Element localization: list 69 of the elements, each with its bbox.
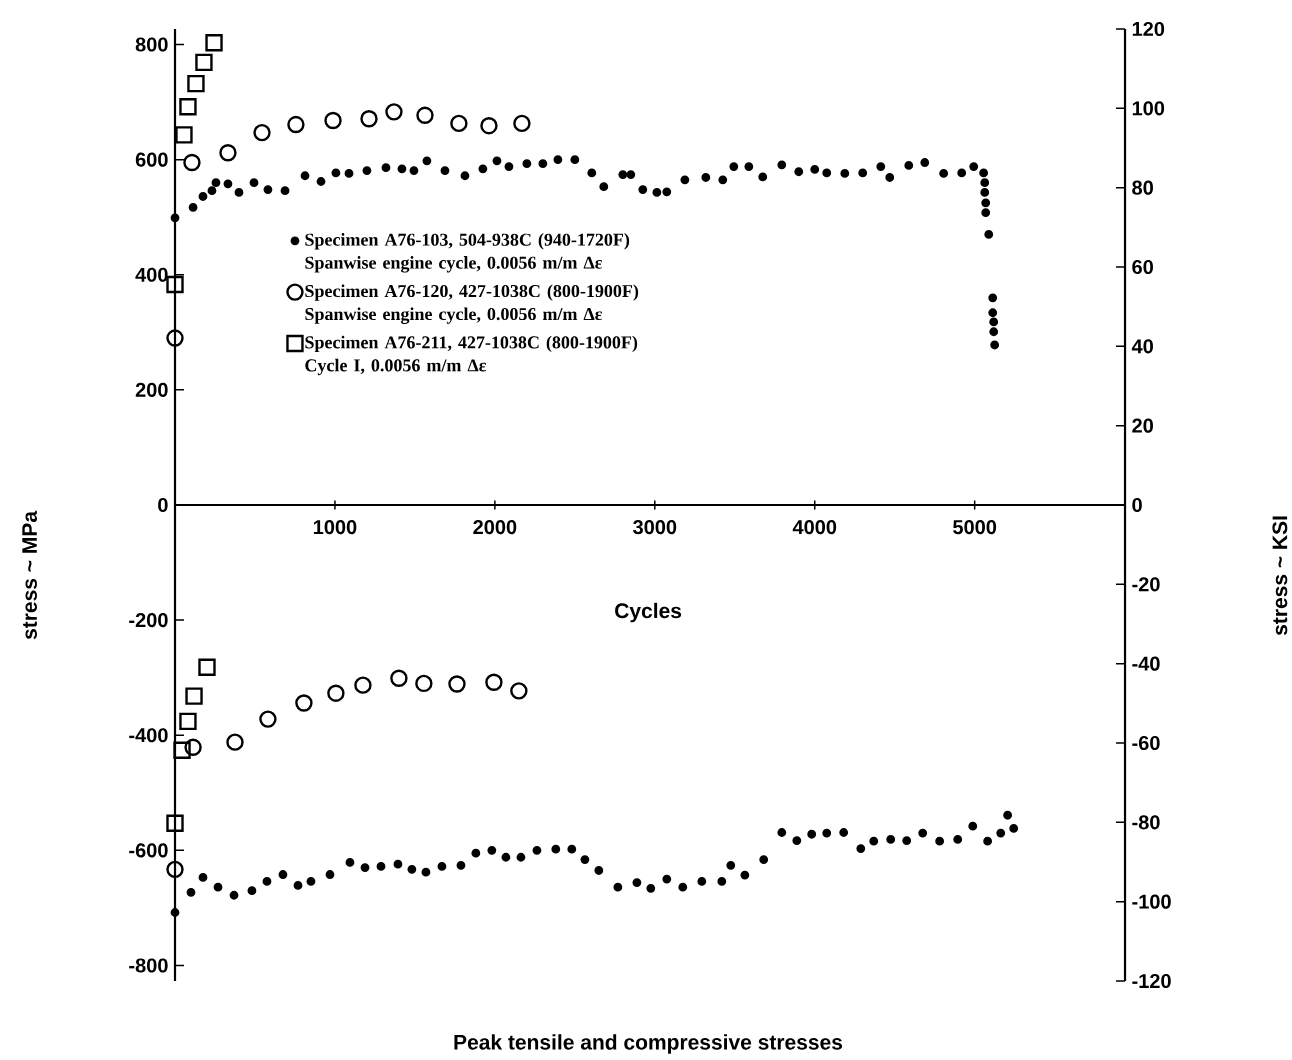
point bbox=[385, 103, 403, 121]
point bbox=[226, 733, 244, 751]
x-tick-label: 3000 bbox=[633, 520, 677, 535]
point bbox=[205, 34, 223, 52]
point bbox=[179, 712, 197, 731]
point bbox=[198, 658, 216, 677]
point bbox=[166, 860, 184, 879]
x-tick-label: 4000 bbox=[792, 520, 837, 535]
y-tick-label: 200 bbox=[135, 382, 168, 397]
point bbox=[415, 674, 433, 693]
text: Peak tensile and compressive stresses bbox=[454, 1034, 843, 1054]
x-axis-title: Cycles bbox=[615, 602, 682, 623]
point bbox=[183, 153, 201, 172]
y2-tick-label: -80 bbox=[1132, 815, 1160, 830]
x-tick-label: 2000 bbox=[473, 520, 517, 535]
point bbox=[184, 738, 202, 757]
legend-label: Specimen A76-103, 504-938C (940-1720F) Spanwise engine cycle, 0.0056 m/m Δε bbox=[305, 233, 630, 273]
y-axis-title: stress ~ MPa bbox=[22, 510, 37, 640]
point bbox=[166, 814, 184, 832]
y-tick-label: -800 bbox=[129, 958, 168, 973]
y-tick-label: -200 bbox=[129, 613, 168, 628]
point bbox=[513, 114, 531, 133]
point bbox=[179, 97, 197, 116]
y2-tick-label: -40 bbox=[1132, 656, 1160, 671]
point bbox=[166, 329, 184, 347]
point bbox=[185, 687, 203, 705]
point bbox=[173, 741, 191, 759]
y-tick-label: 800 bbox=[135, 37, 168, 52]
point bbox=[360, 110, 378, 128]
point bbox=[448, 675, 466, 693]
y2-tick-label: 120 bbox=[1132, 21, 1165, 37]
point bbox=[195, 53, 213, 72]
point bbox=[480, 116, 498, 135]
point bbox=[253, 123, 271, 142]
y-tick-label: 0 bbox=[158, 497, 168, 513]
y2-tick-label: 20 bbox=[1132, 418, 1153, 433]
y-tick-label: 600 bbox=[135, 152, 168, 167]
point bbox=[259, 710, 277, 728]
y2-axis-title: stress ~ KSI bbox=[1272, 516, 1288, 636]
x-tick-label: 5000 bbox=[953, 520, 997, 535]
point bbox=[187, 74, 205, 93]
point bbox=[324, 111, 342, 130]
point bbox=[287, 115, 305, 134]
y2-tick-label: -120 bbox=[1132, 973, 1171, 989]
point bbox=[327, 684, 345, 702]
y2-tick-label: -20 bbox=[1132, 577, 1160, 592]
y2-tick-label: 60 bbox=[1132, 259, 1153, 275]
y-tick-label: -600 bbox=[129, 843, 168, 858]
point bbox=[450, 114, 468, 133]
y2-tick-label: 100 bbox=[1132, 101, 1165, 116]
point bbox=[485, 673, 503, 691]
y2-tick-label: 40 bbox=[1131, 339, 1153, 354]
legend-label: Specimen A76-120, 427-1038C (800-1900F) Spanwise engine cycle, 0.0056 m/m Δε bbox=[305, 284, 639, 324]
y-tick-label: 400 bbox=[135, 267, 168, 282]
y2-tick-label: -60 bbox=[1132, 735, 1160, 751]
point bbox=[219, 144, 237, 162]
point bbox=[295, 694, 313, 712]
y2-tick-label: 80 bbox=[1132, 180, 1153, 195]
legend-label: Specimen A76-211, 427-1038C (800-1900F) Cycle I, 0.0056 m/m Δε bbox=[305, 335, 638, 376]
y2-tick-label: 0 bbox=[1132, 497, 1142, 513]
x-tick-label: 1000 bbox=[313, 520, 357, 535]
y2-tick-label: -100 bbox=[1132, 894, 1171, 909]
point bbox=[166, 275, 184, 294]
point bbox=[175, 126, 193, 144]
point bbox=[354, 676, 372, 694]
point bbox=[390, 669, 408, 687]
point bbox=[510, 682, 528, 700]
point bbox=[416, 106, 434, 125]
y-tick-label: -400 bbox=[129, 728, 168, 743]
